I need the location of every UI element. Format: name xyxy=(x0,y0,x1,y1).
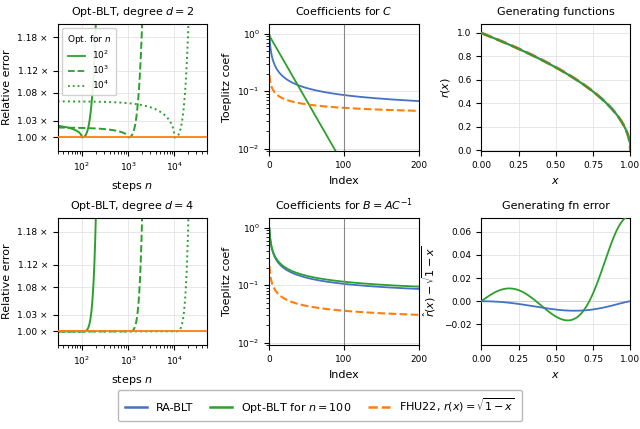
Title: Opt-BLT, degree $d = 2$: Opt-BLT, degree $d = 2$ xyxy=(70,5,194,19)
Y-axis label: $\hat{r}(x) - \sqrt{1-x}$: $\hat{r}(x) - \sqrt{1-x}$ xyxy=(420,246,438,317)
X-axis label: steps $n$: steps $n$ xyxy=(111,373,153,387)
Legend: $10^2$, $10^3$, $10^4$: $10^2$, $10^3$, $10^4$ xyxy=(62,28,115,96)
Title: Generating fn error: Generating fn error xyxy=(502,201,610,211)
X-axis label: steps $n$: steps $n$ xyxy=(111,179,153,193)
X-axis label: $x$: $x$ xyxy=(551,175,560,186)
Legend: RA-BLT, Opt-BLT for $n = 100$, FHU22, $r(x) = \sqrt{1-x}$: RA-BLT, Opt-BLT for $n = 100$, FHU22, $r… xyxy=(118,390,522,421)
Y-axis label: Toeplitz coef: Toeplitz coef xyxy=(222,247,232,316)
X-axis label: $x$: $x$ xyxy=(551,370,560,380)
Title: Generating functions: Generating functions xyxy=(497,7,614,17)
Title: Coefficients for $B = AC^{-1}$: Coefficients for $B = AC^{-1}$ xyxy=(275,196,413,213)
X-axis label: Index: Index xyxy=(328,370,360,380)
Y-axis label: $r(x)$: $r(x)$ xyxy=(438,77,452,98)
Y-axis label: Relative error: Relative error xyxy=(2,244,12,319)
Title: Coefficients for $C$: Coefficients for $C$ xyxy=(295,5,393,17)
Title: Opt-BLT, degree $d = 4$: Opt-BLT, degree $d = 4$ xyxy=(70,199,194,213)
Y-axis label: Toeplitz coef: Toeplitz coef xyxy=(222,53,232,122)
X-axis label: Index: Index xyxy=(328,175,360,186)
Y-axis label: Relative error: Relative error xyxy=(2,50,12,125)
